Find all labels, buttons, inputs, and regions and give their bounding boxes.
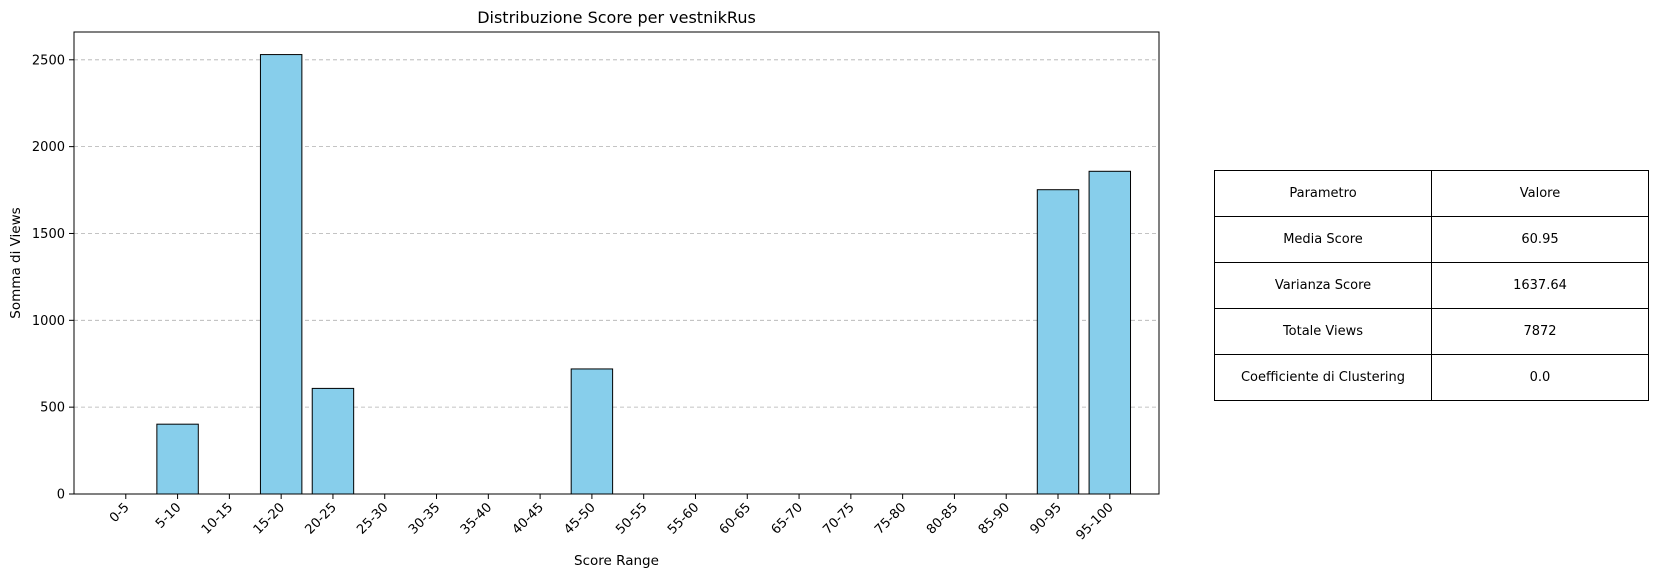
y-tick-label: 1500 [32, 227, 65, 242]
table-cell-param: Coefficiente di Clustering [1214, 354, 1432, 401]
table-header-cell: Valore [1431, 170, 1649, 217]
x-tick-label: 20-25 [302, 500, 339, 537]
table-cell-value: 0.0 [1431, 354, 1649, 401]
x-tick-label: 0-5 [107, 500, 133, 526]
bar-5-10 [156, 423, 199, 495]
table-row: Totale Views 7872 [1214, 308, 1649, 355]
table-cell-param: Totale Views [1214, 308, 1432, 355]
x-tick-label: 35-40 [458, 500, 495, 537]
x-tick-label: 70-75 [820, 500, 857, 537]
table-cell-param: Varianza Score [1214, 262, 1432, 309]
table-row: Coefficiente di Clustering 0.0 [1214, 354, 1649, 401]
table-header-row: Parametro Valore [1214, 170, 1649, 217]
table-row: Media Score 60.95 [1214, 216, 1649, 263]
x-tick-label: 80-85 [924, 500, 961, 537]
x-tick-label: 60-65 [717, 500, 754, 537]
x-tick-label: 15-20 [251, 500, 288, 537]
table-row: Varianza Score 1637.64 [1214, 262, 1649, 309]
x-tick-label: 25-30 [354, 500, 391, 537]
y-tick-label: 2500 [32, 53, 65, 68]
bar-15-20 [259, 54, 303, 495]
x-tick-label: 90-95 [1028, 500, 1065, 537]
bar-20-25 [311, 387, 355, 495]
y-tick-label: 0 [57, 488, 65, 503]
table-cell-value: 1637.64 [1431, 262, 1649, 309]
plot-frame [73, 31, 1160, 495]
x-tick-label: 40-45 [510, 500, 547, 537]
x-tick-label: 50-55 [613, 500, 650, 537]
grid-lines [74, 59, 1159, 408]
x-tick-label: 95-100 [1073, 500, 1116, 543]
x-axis-ticks: 0-5 5-10 10-15 15-20 20-25 25-30 30-35 35-40 40-… [107, 494, 1117, 543]
y-tick-label: 500 [40, 401, 65, 416]
x-tick-label: 5-10 [153, 500, 184, 531]
table-header-cell: Parametro [1214, 170, 1432, 217]
x-tick-label: 10-15 [199, 500, 236, 537]
x-tick-label: 45-50 [561, 500, 598, 537]
x-tick-label: 85-90 [976, 500, 1013, 537]
bar-45-50 [570, 368, 614, 495]
bar-90-95 [1036, 189, 1080, 495]
x-tick-label: 30-35 [406, 500, 443, 537]
table-cell-value: 7872 [1431, 308, 1649, 355]
table-cell-value: 60.95 [1431, 216, 1649, 263]
stats-table: Parametro Valore Media Score 60.95 Varia… [1214, 170, 1649, 401]
bar-95-100 [1088, 170, 1132, 495]
bar-chart: 0 500 1000 1500 2000 2500 0-5 5-10 10-15 15-20 20… [8, 8, 1160, 569]
y-axis-label: Somma di Views [8, 207, 24, 318]
table-cell-param: Media Score [1214, 216, 1432, 263]
x-tick-label: 65-70 [769, 500, 806, 537]
chart-title: Distribuzione Score per vestnikRus [477, 8, 756, 27]
y-tick-label: 2000 [32, 140, 65, 155]
x-tick-label: 55-60 [665, 500, 702, 537]
x-axis-label: Score Range [574, 553, 659, 569]
y-tick-label: 1000 [32, 314, 65, 329]
y-axis-ticks: 0 500 1000 1500 2000 2500 [32, 53, 74, 503]
bars [156, 54, 1132, 495]
x-tick-label: 75-80 [872, 500, 909, 537]
